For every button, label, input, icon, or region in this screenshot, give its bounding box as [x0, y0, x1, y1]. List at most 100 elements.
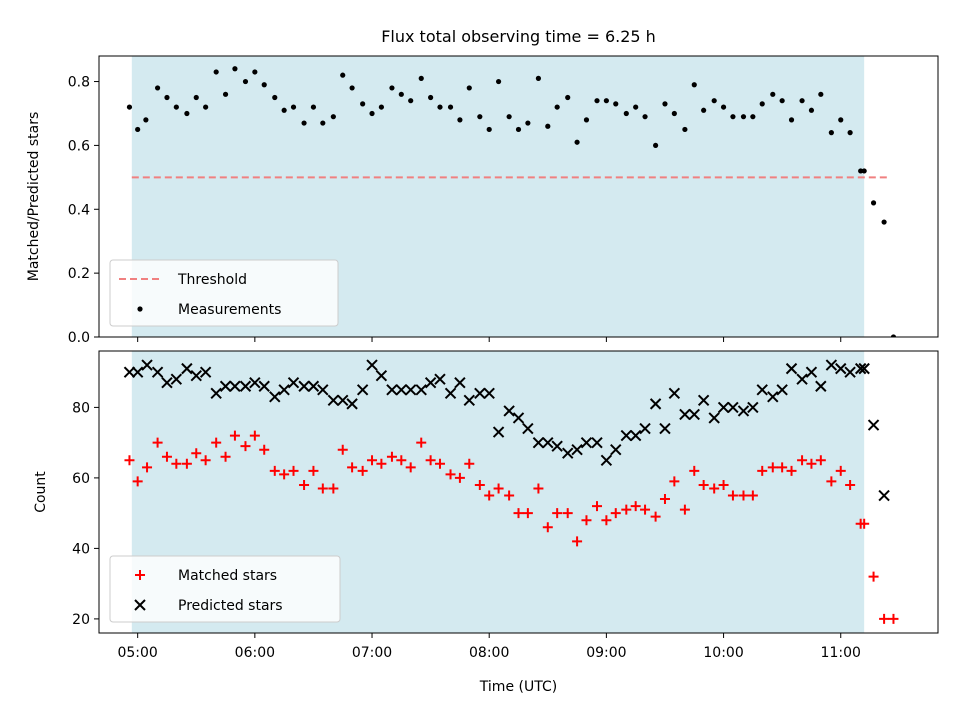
measurement-point [173, 104, 179, 110]
matched-star-point [562, 508, 573, 519]
measurement-point [730, 114, 736, 120]
x-tick-label: 06:00 [235, 645, 275, 661]
legend-label: Threshold [177, 272, 247, 288]
matched-star-point [161, 451, 172, 462]
predicted-star-point [287, 377, 300, 389]
predicted-star-point [424, 377, 437, 389]
matched-star-point [347, 462, 358, 473]
measurement-point [143, 117, 149, 123]
measurement-point [525, 120, 531, 126]
measurement-point [222, 91, 229, 97]
measurement-point [574, 139, 580, 145]
predicted-star-point [542, 436, 554, 449]
x-tick-label: 10:00 [703, 645, 743, 661]
measurement-point [301, 120, 307, 126]
matched-star-point [434, 458, 445, 469]
matched-star-point [669, 476, 680, 487]
measurement-point [779, 98, 785, 104]
matched-star-point [747, 490, 758, 501]
legend: Threshold Measurements [109, 259, 339, 327]
measurement-point [701, 107, 707, 113]
matched-star-point [328, 483, 339, 494]
matched-star-point [269, 465, 280, 476]
y-tick-label: 80 [72, 400, 90, 416]
measurement-point [184, 110, 190, 117]
measurement-point [623, 110, 629, 117]
matched-star-point [797, 455, 808, 466]
predicted-star-point [161, 377, 173, 389]
x-tick-label: 08:00 [469, 645, 509, 661]
predicted-star-point [278, 384, 290, 396]
predicted-star-point [756, 384, 768, 396]
matched-star-point [552, 508, 563, 519]
x-tick-label: 05:00 [117, 645, 157, 661]
matched-star-point [888, 613, 899, 624]
predicted-star-point [580, 436, 593, 449]
series-matched-stars [124, 430, 899, 624]
measurement-point [759, 101, 765, 107]
measurement-point [583, 117, 590, 123]
y-tick-label: 0.6 [68, 138, 90, 154]
measurement-point [418, 75, 424, 81]
predicted-star-point [298, 380, 310, 392]
predicted-star-point [375, 369, 388, 382]
axes-frame [98, 350, 939, 634]
matched-star-point [542, 522, 553, 533]
predicted-star-point [679, 408, 691, 421]
predicted-star-point [639, 422, 651, 435]
matched-star-point [826, 476, 837, 487]
predicted-star-point [512, 412, 525, 424]
matched-star-point [259, 444, 270, 455]
predicted-star-point [386, 384, 398, 396]
y-tick-label: 20 [72, 612, 90, 628]
measurement-point [808, 107, 815, 113]
matched-star-point [727, 490, 738, 501]
predicted-star-point [444, 387, 457, 400]
measurement-point [603, 98, 609, 104]
predicted-star-point [562, 447, 574, 459]
y-tick-label: 60 [72, 471, 90, 487]
matched-star-point [777, 462, 788, 473]
predicted-star-point [776, 384, 788, 396]
predicted-star-point [571, 443, 583, 456]
predicted-star-point [620, 429, 633, 442]
predicted-star-point [785, 362, 798, 375]
predicted-star-point [551, 440, 563, 452]
y-axis-label: Matched/Predicted stars [26, 112, 42, 282]
chart-title: Flux total observing time = 6.25 h [381, 27, 656, 46]
predicted-star-point [258, 380, 270, 392]
measurement-point [203, 104, 209, 110]
predicted-star-point [708, 412, 720, 424]
x-tick-label: 09:00 [586, 645, 626, 661]
predicted-star-point [659, 422, 671, 435]
measurement-point [272, 94, 278, 101]
matched-star-point [835, 465, 846, 476]
predicted-star-point [649, 398, 662, 410]
predicted-star-point [727, 401, 739, 414]
measurement-point [662, 101, 668, 107]
measurement-point [320, 120, 326, 126]
measurement-point [126, 104, 133, 110]
matched-star-point [493, 483, 504, 494]
measurement-point [788, 117, 795, 123]
matched-star-point [445, 469, 456, 480]
plot-area [126, 66, 897, 337]
matched-star-point [504, 490, 515, 501]
matched-star-point [220, 451, 231, 462]
legend-label: Predicted stars [178, 598, 283, 614]
matched-star-point [513, 508, 524, 519]
measurement-point [515, 126, 522, 133]
measurement-point [310, 104, 317, 110]
y-tick-label: 0.0 [68, 330, 90, 346]
legend-box [109, 555, 341, 623]
matched-star-point [416, 437, 427, 448]
matched-star-point [786, 465, 797, 476]
matched-star-point [757, 465, 768, 476]
predicted-star-point [844, 366, 856, 378]
matched-star-point [650, 511, 661, 522]
matched-star-point [806, 458, 817, 469]
legend-label: Matched stars [178, 568, 277, 584]
predicted-star-point [610, 443, 622, 456]
matched-star-point [191, 448, 202, 459]
matched-star-point [142, 462, 153, 473]
